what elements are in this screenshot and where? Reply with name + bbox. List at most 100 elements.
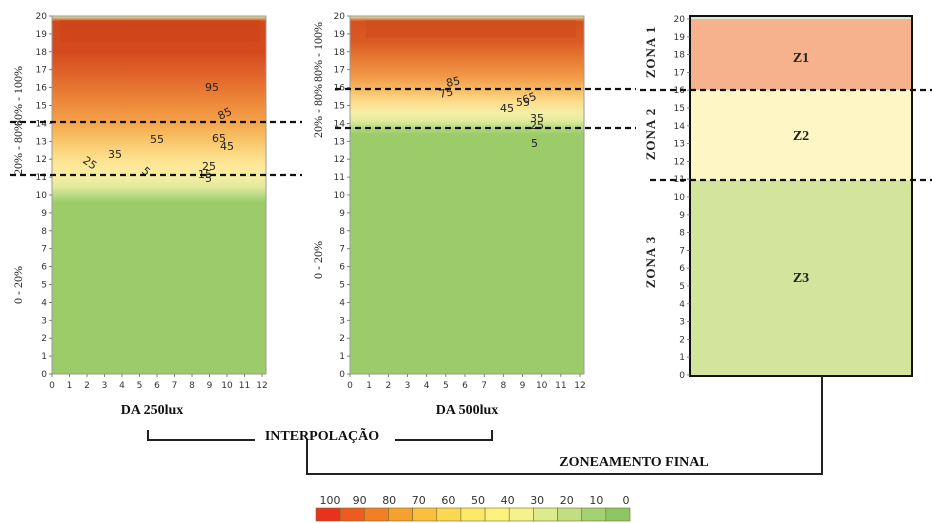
plot-frame-final	[689, 15, 913, 377]
x-tick-label: 6	[462, 381, 468, 391]
y-tick-label: 8	[679, 229, 685, 239]
x-tick-label: 10	[221, 381, 233, 391]
x-tick-label: 3	[102, 381, 108, 391]
x-tick-label: 2	[84, 381, 90, 391]
zone-title-3: ZONA 3	[643, 236, 658, 289]
x-tick-label: 12	[256, 381, 267, 391]
y-tick-label: 18	[674, 51, 686, 61]
y-tick-label: 16	[36, 84, 48, 94]
x-tick-label: 12	[574, 381, 585, 391]
y-tick-label: 13	[334, 137, 345, 147]
legend-label: 80	[382, 494, 396, 507]
y-tick-label: 6	[339, 263, 345, 273]
y-tick-label: 9	[339, 209, 345, 219]
x-tick-label: 7	[172, 381, 178, 391]
y-tick-label: 3	[41, 316, 47, 326]
legend-label: 90	[353, 494, 367, 507]
y-tick-label: 18	[334, 48, 346, 58]
y-tick-label: 11	[334, 173, 345, 183]
legend-swatch	[581, 507, 607, 522]
y-tick-label: 8	[339, 227, 345, 237]
y-tick-label: 16	[674, 86, 686, 96]
y-tick-label: 6	[41, 263, 47, 273]
y-tick-label: 1	[41, 352, 47, 362]
y-tick-label: 6	[679, 264, 685, 274]
range-label-mid: 20% - 80%	[311, 84, 325, 138]
contour-label: 85	[445, 74, 461, 90]
y-tick-label: 12	[36, 155, 47, 165]
y-tick-label: 17	[36, 66, 47, 76]
y-tick-label: 0	[41, 370, 47, 380]
contour-label: 35	[530, 112, 544, 125]
legend-swatch	[315, 507, 341, 522]
y-tick-label: 20	[674, 15, 686, 25]
final-zoning-bracket	[306, 376, 823, 475]
y-tick-label: 1	[339, 352, 345, 362]
zone-id-2: Z2	[793, 129, 809, 144]
interpolation-connector: INTERPOLAÇÃO	[147, 425, 493, 445]
y-tick-label: 19	[36, 30, 48, 40]
x-tick-label: 11	[555, 381, 566, 391]
interpolation-label-bg	[255, 425, 395, 445]
final-zoning-label-bg	[540, 452, 730, 470]
x-tick-label: 8	[189, 381, 195, 391]
x-tick-label: 8	[500, 381, 506, 391]
color-legend: 100 90 80 70 60 50 40 30 20 10 0	[315, 494, 631, 522]
x-tick-label: 6	[154, 381, 160, 391]
caption-da500: DA 500lux	[436, 403, 499, 418]
y-tick-label: 19	[674, 33, 686, 43]
legend-swatch	[508, 507, 534, 522]
x-tick-label: 3	[405, 381, 411, 391]
legend-label: 70	[412, 494, 426, 507]
x-axis-da250: 0 1 2 3 4 5 6 7 8 9 10 11 12	[49, 374, 268, 391]
legend-swatch	[412, 507, 438, 522]
y-tick-label: 18	[36, 48, 48, 58]
y-tick-label: 17	[334, 66, 345, 76]
x-tick-label: 2	[385, 381, 391, 391]
zone-2-band	[690, 90, 912, 180]
legend-label: 60	[441, 494, 455, 507]
range-labels-da250: 80% - 100% 20% - 80% 0 - 20%	[11, 66, 25, 304]
x-tick-label: 9	[207, 381, 213, 391]
legend-swatch	[605, 507, 631, 522]
y-tick-label: 14	[36, 119, 48, 129]
x-tick-label: 0	[49, 381, 55, 391]
contour-label: 5	[205, 172, 212, 185]
zone-title-2: ZONA 2	[643, 108, 658, 161]
y-tick-label: 12	[674, 157, 685, 167]
final-zoning-label: ZONEAMENTO FINAL	[559, 455, 708, 470]
y-tick-label: 11	[674, 175, 685, 185]
legend-swatch	[364, 507, 389, 522]
heatmap-da250	[52, 16, 266, 374]
legend-swatch	[557, 507, 582, 522]
y-tick-label: 10	[674, 193, 686, 203]
y-tick-label: 4	[339, 298, 345, 308]
interpolation-label: INTERPOLAÇÃO	[265, 426, 379, 444]
y-tick-label: 7	[41, 245, 47, 255]
range-label-mid: 20% - 80%	[11, 121, 25, 175]
zone-title-1: ZONA 1	[643, 26, 658, 79]
y-tick-label: 1	[679, 353, 685, 363]
heatmap-da250-hotspot	[60, 20, 260, 42]
x-tick-label: 4	[424, 381, 430, 391]
final-zoning-connector: ZONEAMENTO FINAL	[306, 376, 823, 475]
range-label-high: 80% - 100%	[11, 66, 25, 126]
y-tick-label: 15	[36, 102, 47, 112]
y-tick-label: 14	[334, 119, 346, 129]
y-tick-label: 9	[41, 209, 47, 219]
y-tick-label: 0	[339, 370, 345, 380]
legend-label: 30	[530, 494, 544, 507]
y-tick-label: 9	[679, 211, 685, 221]
y-tick-label: 11	[36, 173, 47, 183]
zone-top-edge	[690, 16, 912, 19]
legend-labels: 100 90 80 70 60 50 40 30 20 10 0	[320, 494, 630, 507]
y-tick-label: 13	[674, 140, 685, 150]
contour-label: 95	[205, 81, 219, 94]
caption-da250: DA 250lux	[121, 403, 184, 418]
heatmap-da500	[350, 16, 584, 374]
y-tick-label: 3	[339, 316, 345, 326]
contour-label: 25	[202, 160, 216, 173]
legend-label: 20	[560, 494, 574, 507]
zone-1-band	[690, 16, 912, 90]
